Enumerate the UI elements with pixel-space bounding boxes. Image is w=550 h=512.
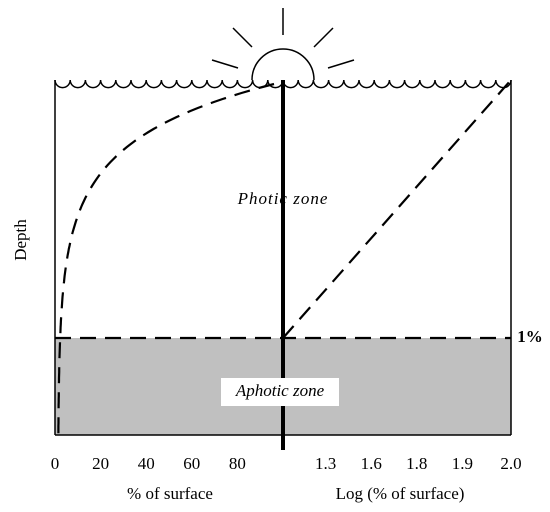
left-tick-label: 0 [51,454,60,473]
sun [211,8,355,81]
right-tick-label: 1.8 [406,454,427,473]
right-tick-label: 2.0 [500,454,521,473]
left-axis-title: % of surface [127,484,213,503]
left-tick-label: 40 [138,454,155,473]
aphotic-label-box [221,378,339,406]
left-tick-label: 80 [229,454,246,473]
right-tick-label: 1.9 [452,454,473,473]
depth-label: Depth [11,219,30,261]
left-tick-label: 20 [92,454,109,473]
one-percent-label: 1% [517,327,543,346]
right-tick-label: 1.6 [361,454,382,473]
right-axis-title: Log (% of surface) [336,484,465,503]
log-line [282,79,512,339]
photic-label: Photic zone [237,189,329,208]
percent-curve [57,82,275,435]
aphotic-label: Aphotic zone [235,381,325,400]
right-tick-label: 1.3 [315,454,336,473]
left-tick-label: 60 [183,454,200,473]
